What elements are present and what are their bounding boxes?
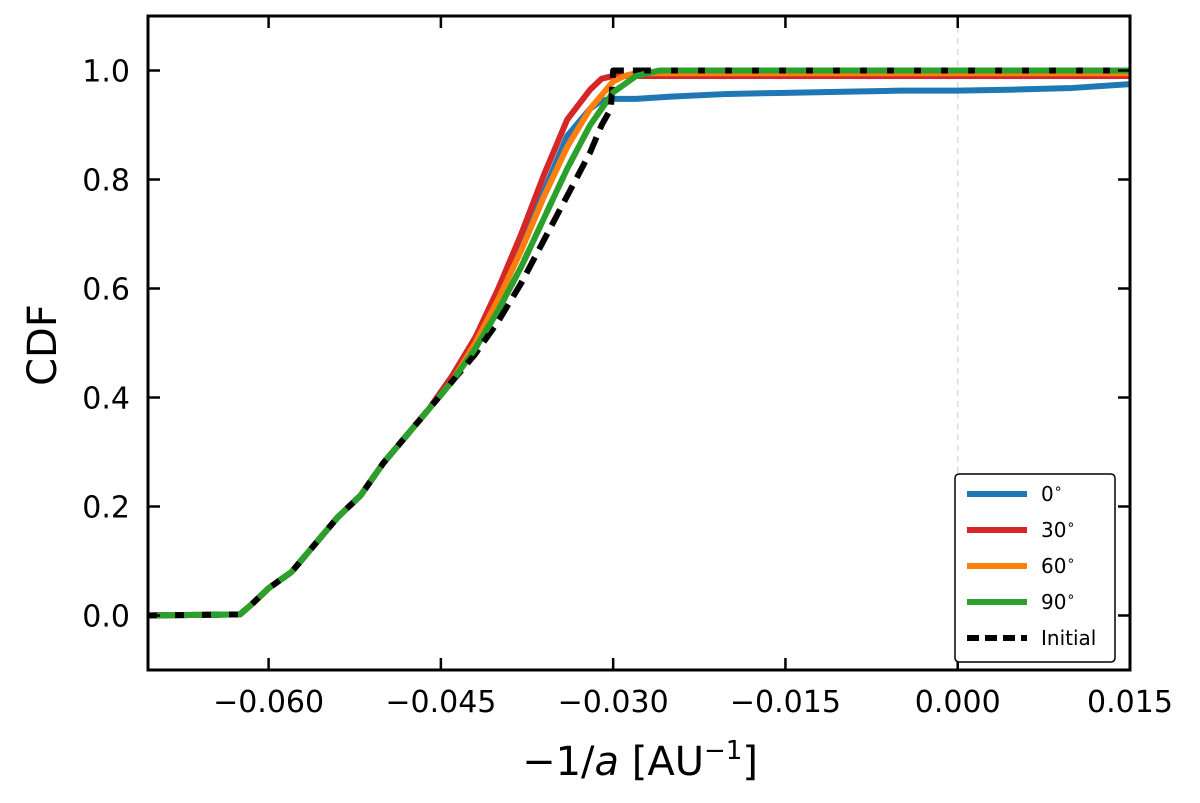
plot-frame	[146, 14, 1132, 672]
x-tick-label: 0.015	[1087, 685, 1173, 720]
series-layer	[147, 67, 1131, 619]
x-tick-label: −0.045	[385, 685, 496, 720]
y-tick-label: 0.6	[82, 273, 130, 308]
y-tick-label: 0.4	[82, 382, 130, 417]
y-tick-label: 0.0	[82, 600, 130, 635]
x-tick-label: −0.015	[730, 685, 841, 720]
x-axis-label: −1/a [AU−1]	[522, 736, 758, 785]
x-tick-label: 0.000	[915, 685, 1001, 720]
legend-label: Initial	[1041, 626, 1096, 650]
plot-frame-layer	[146, 14, 1132, 672]
y-tick-label: 1.0	[82, 55, 130, 90]
ticks-layer: −0.060 −0.045 −0.030 −0.015 0.000 0.015 0.0 0.2…	[82, 16, 1173, 720]
y-tick-label: 0.8	[82, 164, 130, 199]
legend: 0∘30∘60∘90∘Initial	[954, 473, 1116, 663]
x-tick-label: −0.060	[213, 685, 324, 720]
series-line-initial	[147, 67, 1130, 619]
series-line-overlay-90	[147, 67, 1130, 619]
y-tick-label: 0.2	[82, 491, 130, 526]
legend-label: 90∘	[1041, 589, 1075, 614]
legend-box	[954, 473, 1116, 663]
x-tick-label: −0.030	[558, 685, 669, 720]
y-axis-label: CDF	[20, 304, 66, 386]
